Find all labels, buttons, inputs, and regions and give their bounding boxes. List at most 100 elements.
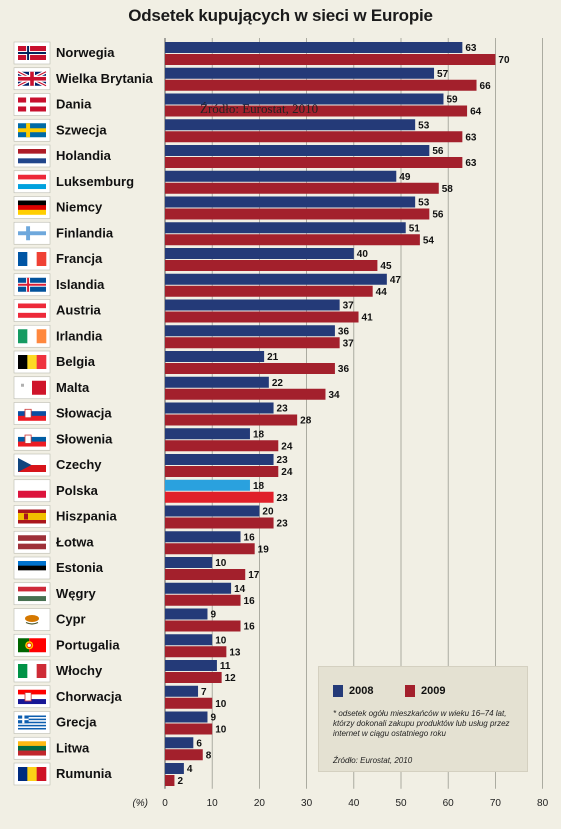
x-tick-label: 10 [207,798,219,809]
bar-value-2009: 13 [229,647,241,658]
bar-value-2009: 24 [281,467,293,478]
bar-value-2008: 14 [234,584,246,595]
country-label: Łotwa [56,534,94,549]
sweden-flag-icon [13,118,51,142]
bar-value-2009: 16 [244,596,256,607]
legend-swatch-2008 [333,685,343,697]
bar-value-2009: 24 [281,441,293,452]
country-label: Dania [56,97,92,112]
croatia-flag-icon [13,685,51,709]
bar-2008 [165,685,199,697]
bar-2008 [165,196,416,208]
country-label: Szwecja [56,122,107,137]
bar-2009 [165,234,420,246]
bar-2009 [165,54,496,65]
netherlands-flag-icon [13,144,51,168]
bar-value-2009: 44 [376,287,388,298]
bar-2008 [165,402,274,414]
bar-2008 [165,582,232,594]
country-label: Portugalia [56,637,120,652]
bar-value-2008: 7 [201,687,207,698]
bar-value-2009: 19 [258,544,270,555]
bar-2008 [165,454,274,465]
belgium-flag-icon [13,350,51,374]
bar-2009 [165,363,335,374]
bar-value-2008: 11 [220,661,231,672]
bar-2009 [165,182,439,194]
bar-2008 [165,351,265,362]
country-label: Rumunia [56,766,112,781]
bar-2008 [165,505,260,517]
bar-2008 [165,119,416,131]
bar-2008 [165,67,435,79]
bar-2009 [165,569,246,580]
country-label: Włochy [56,663,103,678]
bar-2008 [165,248,354,259]
bar-2009 [165,517,274,529]
bar-2008 [165,428,250,440]
bar-value-2008: 23 [277,404,289,415]
bar-value-2009: 36 [338,364,350,375]
bar-2009 [165,440,279,452]
bar-2008 [165,737,194,749]
norway-flag-icon [13,41,51,65]
country-label: Irlandia [56,328,103,343]
bar-value-2009: 34 [328,390,340,401]
bar-value-2009: 8 [206,750,212,761]
bar-value-2008: 57 [437,69,449,80]
bar-2008 [165,42,463,53]
bar-2009 [165,311,359,323]
bar-2009 [165,260,378,271]
portugal-flag-icon [13,633,51,657]
bar-2008 [165,376,269,388]
hungary-flag-icon [13,582,51,606]
bar-value-2008: 10 [215,635,227,646]
bar-value-2009: 10 [215,699,227,710]
bar-2009 [165,79,477,91]
country-label: Wielka Brytania [56,71,153,86]
bar-2009 [165,646,227,658]
bar-value-2008: 53 [418,120,430,131]
bar-2009 [165,620,241,632]
x-tick-label: 70 [490,798,502,809]
bar-2009 [165,594,241,606]
bar-value-2009: 17 [248,570,260,581]
legend-source: Źródło: Eurostat, 2010 [333,756,413,765]
greece-flag-icon [13,711,51,734]
country-label: Estonia [56,560,104,575]
country-label: Chorwacja [56,689,123,704]
bar-2008 [165,145,430,156]
bar-2009 [165,775,175,786]
country-label: Słowacja [56,406,112,421]
bar-2009 [165,105,468,117]
x-tick-label: 50 [395,798,407,809]
bar-value-2009: 2 [177,776,183,787]
legend-item-2009: 2009 [405,685,445,697]
bar-value-2008: 9 [210,610,216,621]
country-label: Hiszpania [56,509,117,524]
country-label: Finlandia [56,225,114,240]
bar-2009 [165,285,373,297]
bar-value-2009: 12 [225,673,237,684]
poland-flag-icon [13,479,51,503]
x-tick-label: 60 [443,798,455,809]
country-label: Islandia [56,277,105,292]
bar-value-2008: 18 [253,481,265,492]
country-label: Litwa [56,740,90,755]
iceland-flag-icon [13,273,51,297]
bar-2008 [165,273,387,285]
x-tick-label: 0 [162,798,168,809]
bar-2009 [165,414,298,426]
bar-value-2008: 18 [253,429,265,440]
country-label: Luksemburg [56,174,134,189]
austria-flag-icon [13,299,51,322]
cyprus-flag-icon [13,608,51,631]
bar-value-2009: 23 [277,519,289,530]
legend-label-2008: 2008 [349,685,374,697]
country-label: Cypr [56,612,86,627]
bar-2008 [165,711,208,723]
legend-item-2008: 2008 [333,685,373,697]
bar-value-2008: 23 [277,455,289,466]
bar-2008 [165,479,250,491]
